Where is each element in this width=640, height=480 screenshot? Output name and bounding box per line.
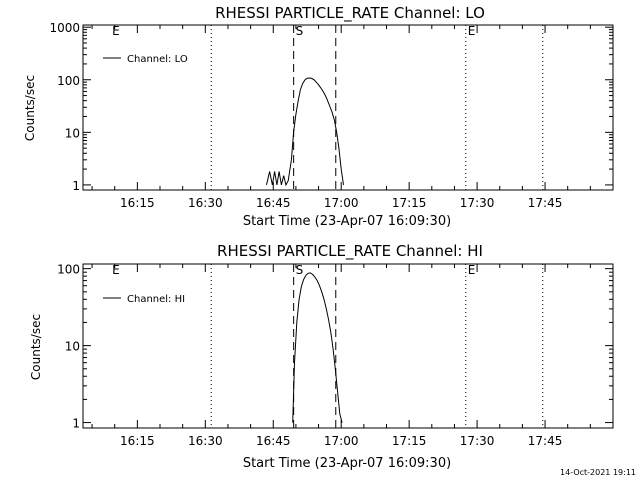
hi-plot-frame xyxy=(82,263,614,429)
hi-series-line xyxy=(292,272,343,423)
lo-y-tick-label: 1000 xyxy=(49,21,80,35)
hi-chart-title: RHESSI PARTICLE_RATE Channel: HI xyxy=(217,242,483,261)
hi-x-axis-label: Start Time (23-Apr-07 16:09:30) xyxy=(243,456,451,471)
hi-marker-label: E xyxy=(468,263,476,277)
lo-x-tick-label: 17:00 xyxy=(324,196,359,210)
hi-y-tick-label: 1 xyxy=(72,417,80,431)
hi-marker-label: E xyxy=(112,263,120,277)
hi-y-tick-label: 10 xyxy=(65,340,80,354)
lo-marker-label: S xyxy=(296,24,304,38)
lo-marker-label: E xyxy=(112,24,120,38)
hi-x-tick-label: 17:00 xyxy=(324,434,359,448)
lo-x-tick-label: 16:30 xyxy=(188,196,223,210)
lo-series-line xyxy=(266,77,344,187)
lo-y-axis-label: Counts/sec xyxy=(23,75,37,141)
lo-plot-frame xyxy=(82,24,614,191)
lo-legend-label: Channel: LO xyxy=(127,54,188,65)
hi-x-tick-label: 16:15 xyxy=(120,434,155,448)
hi-legend-label: Channel: HI xyxy=(127,294,185,305)
hi-y-tick-label: 100 xyxy=(57,263,80,277)
lo-chart-title: RHESSI PARTICLE_RATE Channel: LO xyxy=(215,4,485,23)
lo-x-tick-label: 17:30 xyxy=(460,196,495,210)
lo-chart-marks: 16:15 16:30 16:45 17:00 17:15 17:30 17:45 1 10 10… xyxy=(49,21,614,210)
hi-marker-label: S xyxy=(296,263,304,277)
lo-x-tick-label: 17:45 xyxy=(528,196,563,210)
lo-x-tick-label: 16:45 xyxy=(256,196,291,210)
hi-channel-panel: RHESSI PARTICLE_RATE Channel: HI Counts/… xyxy=(29,242,614,471)
lo-y-tick-label: 1 xyxy=(72,179,80,193)
lo-y-tick-label: 100 xyxy=(57,74,80,88)
lo-x-tick-label: 16:15 xyxy=(120,196,155,210)
hi-x-tick-label: 16:30 xyxy=(188,434,223,448)
hi-y-axis-label: Counts/sec xyxy=(29,314,43,380)
lo-channel-panel: RHESSI PARTICLE_RATE Channel: LO Counts/… xyxy=(23,4,614,229)
lo-y-tick-label: 10 xyxy=(65,126,80,140)
hi-x-tick-label: 17:30 xyxy=(460,434,495,448)
lo-x-tick-label: 17:15 xyxy=(392,196,427,210)
hi-x-tick-label: 17:15 xyxy=(392,434,427,448)
hi-x-tick-label: 16:45 xyxy=(256,434,291,448)
lo-marker-label: E xyxy=(468,24,476,38)
generation-timestamp: 14-Oct-2021 19:11 xyxy=(560,468,636,477)
lo-x-axis-label: Start Time (23-Apr-07 16:09:30) xyxy=(243,214,451,229)
hi-x-tick-label: 17:45 xyxy=(528,434,563,448)
hi-chart-marks: 16:15 16:30 16:45 17:00 17:15 17:30 17:45 1 10 10… xyxy=(57,263,614,448)
